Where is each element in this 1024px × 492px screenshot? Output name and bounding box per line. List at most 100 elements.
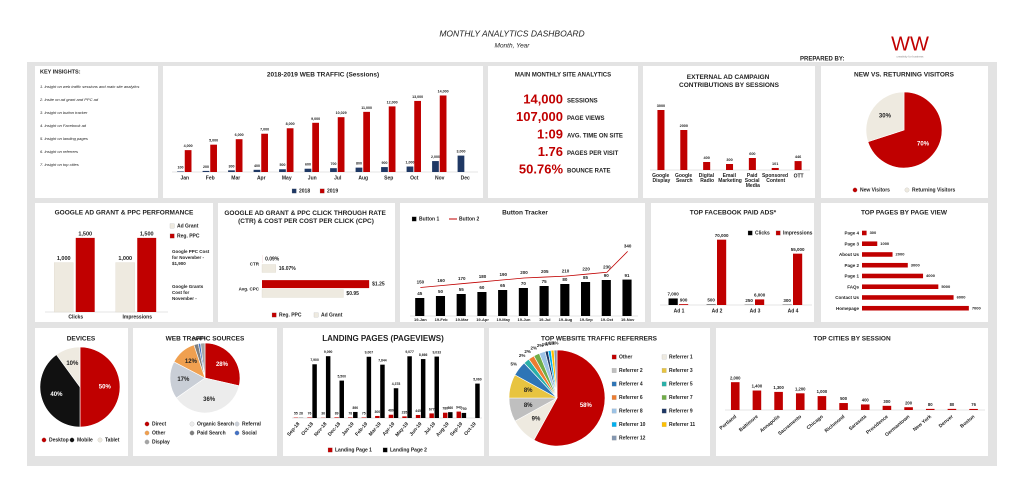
bar xyxy=(862,305,969,311)
x-tick-label: Google Display xyxy=(652,173,671,184)
data-label: 1,000 xyxy=(118,256,132,262)
text-line: Google xyxy=(675,173,694,179)
x-tick-label: OTT xyxy=(794,173,804,179)
bar xyxy=(177,171,184,172)
chart-title: Button Tracker xyxy=(502,210,548,217)
bar xyxy=(402,416,407,418)
bar xyxy=(202,170,210,172)
data-label: 8,666 xyxy=(419,353,428,357)
legend-label: Social xyxy=(242,430,257,436)
data-label: 1% xyxy=(545,341,552,346)
panel xyxy=(821,203,988,322)
chart-title: EXTERNAL AD CAMPAIGN CONTRIBUTIONS BY SE… xyxy=(679,74,780,89)
legend-label: Direct xyxy=(152,421,167,427)
data-label: 5,500 xyxy=(337,374,346,378)
data-label: 1% xyxy=(549,341,556,346)
x-tick-label: Nov xyxy=(435,175,445,181)
legend-swatch xyxy=(69,437,75,443)
data-label: 2,000 xyxy=(730,375,741,380)
bar xyxy=(261,289,344,298)
bar xyxy=(539,286,549,316)
data-label: 80 xyxy=(950,402,955,407)
annotation: Google Grants Cost for November - xyxy=(172,284,205,301)
panel xyxy=(716,328,988,456)
legend-label: Landing Page 2 xyxy=(390,447,427,453)
y-tick-label: About Us xyxy=(839,252,859,257)
legend-swatch xyxy=(169,233,175,239)
x-tick-label: Clicks xyxy=(68,314,83,320)
bar xyxy=(375,415,380,418)
legend-swatch xyxy=(411,216,417,222)
text-line: (CTR) & COST PER COST PER CLICK (CPC) xyxy=(238,218,374,225)
bar xyxy=(54,262,74,313)
bar xyxy=(755,299,765,305)
data-label: 1% xyxy=(542,342,549,347)
text-line: Email xyxy=(723,173,738,179)
data-label: 700 xyxy=(330,162,336,166)
insight-item: 7. Insight on top cities xyxy=(40,162,79,167)
bar xyxy=(748,158,756,170)
legend-swatch xyxy=(747,230,753,236)
bar xyxy=(774,391,783,410)
x-tick-label: 19-Oct xyxy=(601,317,614,322)
bar xyxy=(457,155,465,172)
data-label: 600 xyxy=(749,152,755,156)
legend-label: Ad Grant xyxy=(177,223,199,229)
y-tick-label: Homepage xyxy=(836,306,860,311)
bar xyxy=(312,122,319,172)
chart-title: GOOGLE AD GRANT & PPC PERFORMANCE xyxy=(55,210,194,217)
text-line: $1,900 xyxy=(172,261,186,266)
chart-title: TOP WEBSITE TRAFFIC REFERRERS xyxy=(541,336,658,343)
y-tick-label: CTR xyxy=(250,262,260,267)
pie-slice xyxy=(39,354,81,428)
data-label: 65 xyxy=(500,283,506,288)
bar xyxy=(75,237,95,312)
data-label: 14,000 xyxy=(438,89,449,93)
pie-slice xyxy=(200,342,206,379)
data-label: 7,000 xyxy=(260,128,269,132)
data-label: 8,000 xyxy=(286,122,295,126)
bar xyxy=(793,253,803,305)
data-label: 2% xyxy=(519,353,526,358)
legend-label: Other xyxy=(619,354,632,360)
data-label: 800 xyxy=(356,162,362,166)
bar xyxy=(925,408,935,410)
data-label: 101 xyxy=(772,162,778,166)
legend-label: Returning Visitors xyxy=(912,187,955,193)
bar xyxy=(456,294,466,316)
text-line: GOOGLE AD GRANT & PPC CLICK THROUGH RATE xyxy=(224,210,387,217)
text-line: Content xyxy=(766,178,785,184)
pie-slice xyxy=(533,349,606,447)
legend-label: Other xyxy=(152,430,165,436)
x-tick-label: Ad 3 xyxy=(750,308,761,314)
data-label: 160 xyxy=(437,278,445,283)
bar xyxy=(794,161,802,170)
data-label: 677 xyxy=(429,407,435,411)
data-label: 2% xyxy=(192,337,199,342)
y-tick-label: Contact Us xyxy=(835,295,859,300)
bar xyxy=(347,417,353,418)
legend-swatch xyxy=(611,381,617,387)
bar xyxy=(442,412,448,418)
x-tick-label: Digital Radio xyxy=(699,173,716,184)
data-label: 0.09% xyxy=(265,256,280,262)
pie-slice xyxy=(553,349,558,399)
pie-slice xyxy=(204,342,241,387)
legend-swatch xyxy=(611,354,617,360)
legend-swatch xyxy=(169,223,175,229)
data-label: 1,300 xyxy=(773,385,784,390)
pie-slice xyxy=(56,346,81,388)
bar xyxy=(448,412,453,418)
data-label: $1.25 xyxy=(372,281,385,287)
data-label: 13,000 xyxy=(412,95,423,99)
bar xyxy=(730,382,740,410)
data-label: 28 xyxy=(299,412,303,416)
bar xyxy=(286,128,294,172)
data-label: 8% xyxy=(524,388,533,394)
data-label: 70,000 xyxy=(715,233,729,238)
legend-swatch xyxy=(382,447,388,453)
data-label: 60 xyxy=(479,285,485,290)
data-label: 9,077 xyxy=(405,350,414,354)
bar xyxy=(184,150,192,172)
